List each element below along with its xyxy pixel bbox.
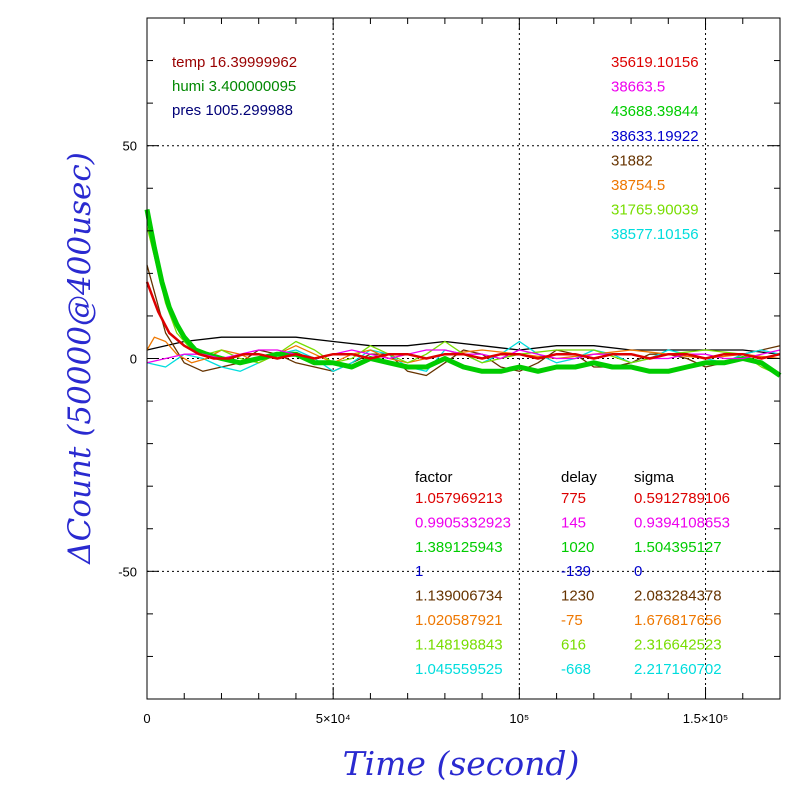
- param-delay-0: 775: [561, 490, 586, 507]
- param-header-sigma: sigma: [634, 469, 675, 486]
- y-tick-label: 0: [130, 352, 137, 367]
- channel-mean-3: 38633.19922: [611, 128, 699, 145]
- param-sigma-1: 0.9394108653: [634, 514, 730, 531]
- channel-mean-7: 38577.10156: [611, 226, 699, 243]
- param-delay-3: -139: [561, 563, 591, 580]
- x-tick-label: 5×10⁴: [316, 711, 351, 726]
- param-delay-2: 1020: [561, 539, 594, 556]
- param-sigma-7: 2.217160702: [634, 661, 722, 678]
- param-sigma-3: 0: [634, 563, 642, 580]
- y-axis-title: ΔCount (50000@400usec): [62, 152, 98, 565]
- param-delay-4: 1230: [561, 588, 594, 605]
- env-readout-0: temp 16.39999962: [172, 54, 297, 71]
- fit-parameters-table: factor delay sigma 1.057969213 775 0.59127891…: [415, 469, 730, 678]
- channel-mean-6: 31765.90039: [611, 202, 699, 219]
- param-factor-2: 1.389125943: [415, 539, 503, 556]
- param-delay-6: 616: [561, 636, 586, 653]
- param-factor-3: 1: [415, 563, 423, 580]
- param-factor-4: 1.139006734: [415, 588, 503, 605]
- param-delay-5: -75: [561, 612, 583, 629]
- series-line-5: [144, 209, 782, 378]
- param-factor-7: 1.045559525: [415, 661, 503, 678]
- series-group: [144, 209, 782, 378]
- param-delay-1: 145: [561, 514, 586, 531]
- param-factor-1: 0.9905332923: [415, 514, 511, 531]
- x-axis-title: Time (second): [343, 744, 580, 783]
- param-factor-6: 1.148198843: [415, 636, 503, 653]
- param-header-delay: delay: [561, 469, 597, 486]
- channel-mean-5: 38754.5: [611, 177, 665, 194]
- plot-frame: [146, 17, 781, 700]
- param-sigma-0: 0.5912789106: [634, 490, 730, 507]
- param-sigma-6: 2.316642523: [634, 636, 722, 653]
- param-factor-0: 1.057969213: [415, 490, 503, 507]
- series-line-0: [146, 336, 781, 355]
- channel-mean-1: 38663.5: [611, 79, 665, 96]
- x-tick-label: 1.5×10⁵: [683, 711, 729, 726]
- channel-mean-4: 31882: [611, 152, 653, 169]
- env-readout-1: humi 3.400000095: [172, 78, 296, 95]
- env-readout-2: pres 1005.299988: [172, 102, 293, 119]
- x-tick-label: 10⁵: [509, 711, 529, 726]
- channel-mean-0: 35619.10156: [611, 54, 699, 71]
- y-tick-label: -50: [118, 564, 137, 579]
- param-delay-7: -668: [561, 661, 591, 678]
- param-header-factor: factor: [415, 469, 453, 486]
- channel-mean-2: 43688.39844: [611, 103, 699, 120]
- param-sigma-4: 2.083284378: [634, 588, 722, 605]
- param-sigma-2: 1.504395127: [634, 539, 722, 556]
- param-sigma-5: 1.676817656: [634, 612, 722, 629]
- series-line-7: [145, 281, 781, 360]
- channel-means: 35619.10156 38663.5 43688.39844 38633.19922…: [611, 54, 699, 243]
- environment-readout: temp 16.39999962 humi 3.400000095 pres 100…: [172, 54, 297, 119]
- y-tick-label: 50: [123, 139, 137, 154]
- x-tick-label: 0: [143, 711, 150, 726]
- param-factor-5: 1.020587921: [415, 612, 503, 629]
